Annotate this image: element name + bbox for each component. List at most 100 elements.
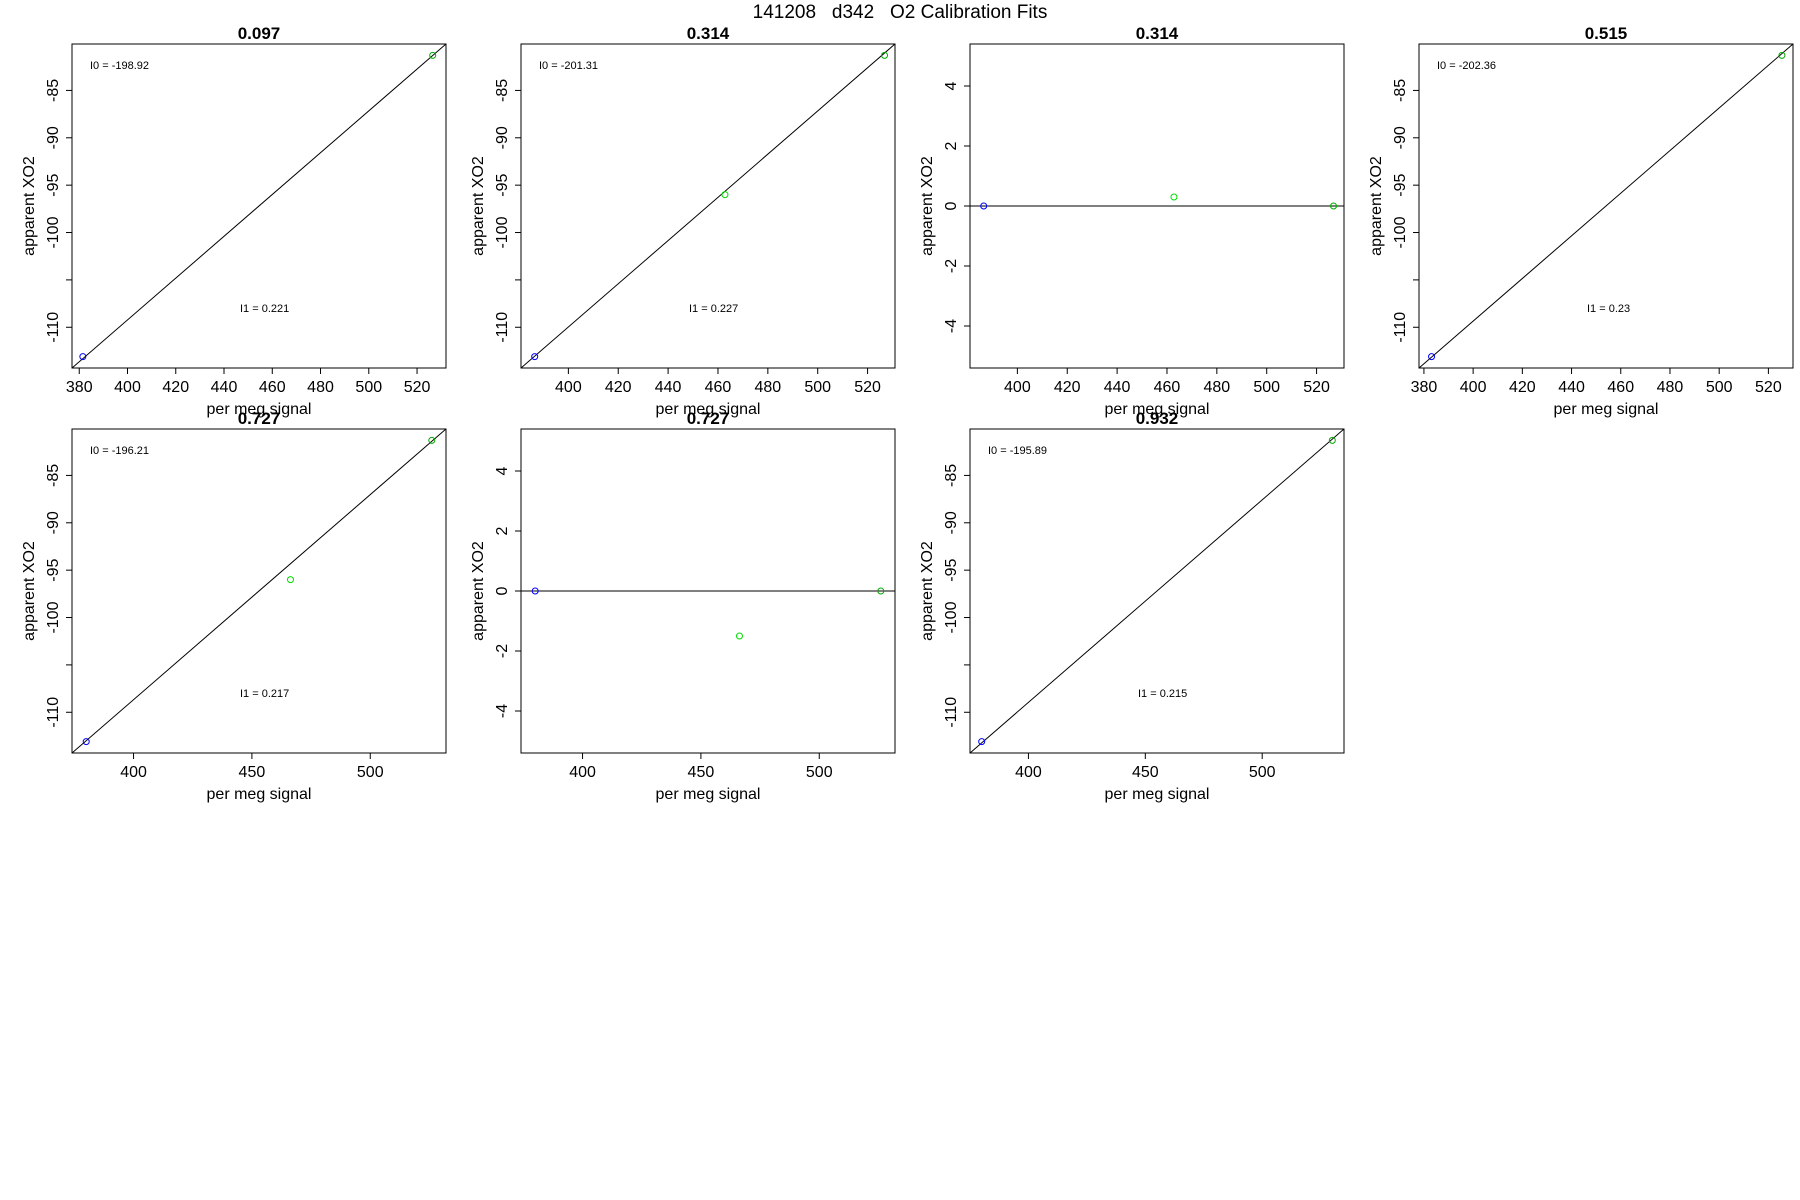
chart-panel-2: 0.314 400 420 440 460 480 500 520 per meg signal… [470,24,896,418]
data-point [429,51,437,59]
data-point [286,576,294,584]
y-tick-label: -110 [494,312,511,343]
x-tick-label: 420 [1509,379,1536,396]
x-tick-label: 500 [355,379,382,396]
chart-panel-6: 0.727 400 450 500 per meg signal 4 2 0 -2 -4 appar… [470,409,896,803]
chart-title: 0.314 [1136,24,1179,43]
x-tick-label: 440 [655,379,682,396]
chart-title: 0.727 [687,409,730,428]
x-tick-label: 420 [1054,379,1081,396]
slope-annotation: I1 = 0.215 [1138,688,1187,700]
y-tick-label: -110 [943,697,960,728]
chart-panel-7: 0.932 400 450 500 per meg signal -85 -90 -95 -10… [919,409,1345,803]
x-tick-label: 400 [114,379,141,396]
y-axis-label: apparent XO2 [919,156,936,256]
x-tick-label: 440 [211,379,238,396]
x-tick-label: 400 [120,764,147,781]
x-tick-label: 440 [1558,379,1585,396]
y-tick-label: -100 [494,216,511,248]
x-tick-label: 520 [854,379,881,396]
intercept-annotation: I0 = -202.36 [1437,60,1496,72]
plot-area: 0.932 400 450 500 per meg signal -85 -90 -95 -10… [919,409,1345,803]
x-axis-label: per meg signal [656,401,761,418]
plot-area: 0.727 400 450 500 per meg signal 4 2 0 -2 -4 appar… [470,409,896,803]
y-axis-label: apparent XO2 [1368,156,1385,256]
chart-panel-1: 0.097 380 400 420 440 460 480 500 520 per meg sig… [21,24,447,418]
x-tick-label: 480 [754,379,781,396]
y-tick-label: -85 [1392,79,1409,102]
x-tick-label: 400 [1004,379,1031,396]
intercept-annotation: I0 = -196.21 [90,445,149,457]
x-tick-label: 480 [1657,379,1684,396]
y-tick-label: -110 [1392,312,1409,343]
slope-annotation: I1 = 0.221 [240,303,289,315]
chart-title: 0.515 [1585,24,1628,43]
y-tick-label: -95 [45,558,62,581]
x-tick-label: 450 [688,764,715,781]
y-axis-label: apparent XO2 [470,541,487,641]
chart-title: 0.727 [238,409,281,428]
y-tick-label: 0 [494,586,511,595]
y-tick-label: 0 [943,201,960,210]
intercept-annotation: I0 = -198.92 [90,60,149,72]
data-point [428,436,436,444]
y-tick-label: -90 [494,126,511,149]
x-tick-label: 440 [1104,379,1131,396]
chart-title: 0.097 [238,24,281,43]
x-axis-label: per meg signal [656,786,761,803]
x-axis-label: per meg signal [207,786,312,803]
x-tick-label: 460 [1607,379,1634,396]
x-tick-label: 460 [705,379,732,396]
slope-annotation: I1 = 0.227 [689,303,738,315]
y-tick-label: 4 [943,81,960,90]
data-point [531,353,539,361]
y-tick-label: -2 [494,644,511,658]
chart-title: 0.314 [687,24,730,43]
x-tick-label: 400 [555,379,582,396]
x-tick-label: 520 [1755,379,1782,396]
y-tick-label: -90 [1392,126,1409,149]
fit-line [1419,44,1793,368]
data-point [1330,202,1338,210]
y-tick-label: -100 [45,216,62,248]
x-tick-label: 500 [806,764,833,781]
data-point [978,738,986,746]
x-tick-label: 400 [569,764,596,781]
x-tick-label: 420 [605,379,632,396]
chart-panel-4: 0.515 380 400 420 440 460 480 500 520 per meg sig… [1368,24,1794,418]
fit-line [72,44,446,368]
x-tick-label: 380 [66,379,93,396]
page-title: 141208 d342 O2 Calibration Fits [752,2,1048,23]
x-tick-label: 500 [1249,764,1276,781]
plot-area: 0.727 400 450 500 per meg signal -85 -90 -95 -10… [21,409,447,803]
y-tick-label: 2 [943,141,960,150]
y-tick-label: -95 [943,558,960,581]
y-tick-label: -100 [1392,216,1409,248]
y-axis-label: apparent XO2 [470,156,487,256]
y-tick-label: -110 [45,312,62,343]
x-tick-label: 480 [1203,379,1230,396]
x-tick-label: 500 [357,764,384,781]
x-tick-label: 460 [1154,379,1181,396]
data-point [980,202,988,210]
chart-panel-5: 0.727 400 450 500 per meg signal -85 -90 -95 -10… [21,409,447,803]
x-tick-label: 520 [404,379,431,396]
x-tick-label: 450 [239,764,266,781]
y-tick-label: 2 [494,526,511,535]
data-point [721,191,729,199]
data-point [82,738,90,746]
y-tick-label: -95 [494,173,511,196]
y-tick-label: -100 [943,601,960,633]
plot-area: 0.515 380 400 420 440 460 480 500 520 per meg sig… [1368,24,1794,418]
x-tick-label: 380 [1411,379,1438,396]
x-axis-label: per meg signal [1105,401,1210,418]
data-point [1328,436,1336,444]
x-axis-label: per meg signal [1554,401,1659,418]
y-tick-label: -110 [45,697,62,728]
y-tick-label: -85 [494,79,511,102]
y-tick-label: -4 [943,319,960,333]
x-axis-label: per meg signal [207,401,312,418]
y-tick-label: -100 [45,601,62,633]
x-tick-label: 400 [1015,764,1042,781]
